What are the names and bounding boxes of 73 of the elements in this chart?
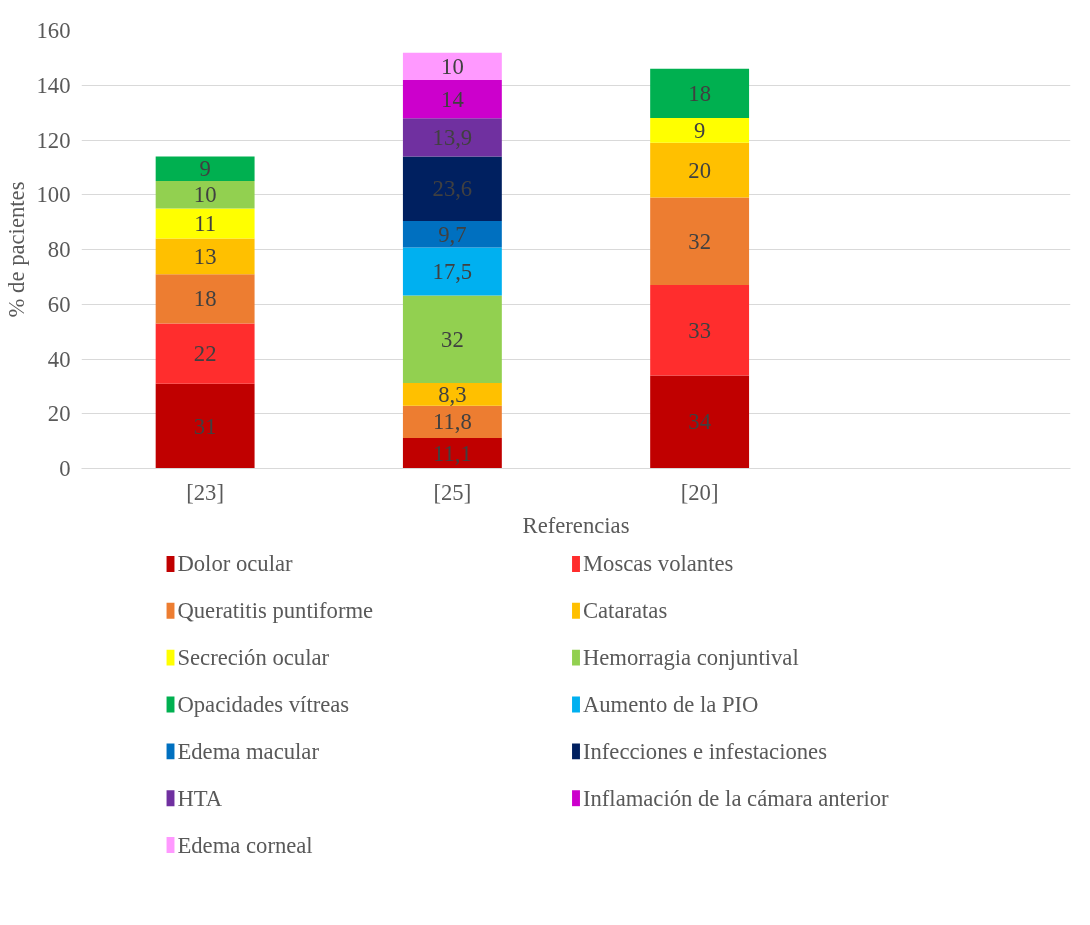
legend-label: Infecciones e infestaciones [582,738,827,764]
bar [402,438,502,469]
bar [155,208,255,239]
x-tick-label: [23] [186,479,224,505]
data-label: 33 [688,317,711,343]
bar [402,247,502,296]
bar [650,197,750,286]
bar [155,383,255,469]
bar [402,295,502,384]
x-axis-title: Referencias [522,512,630,538]
bar [155,181,255,209]
data-label: 34 [688,409,711,435]
data-label: 11 [194,210,217,236]
x-tick-label: [25] [433,479,472,505]
data-label: 32 [441,326,464,352]
bar [402,80,502,119]
bar [650,375,750,469]
data-label: 14 [441,86,464,112]
legend-label: Opacidades vítreas [177,692,350,717]
bar [402,156,502,222]
data-label: 9 [693,117,706,143]
bar [650,142,750,198]
data-label: 18 [688,80,711,106]
y-tick-label: 80 [47,237,71,262]
y-tick-label: 20 [47,401,71,427]
data-label: 32 [688,228,711,254]
y-tick-label: 140 [36,72,71,98]
data-label: 18 [193,286,217,312]
bar [650,68,750,119]
y-tick-label: 0 [59,456,71,481]
y-tick-label: 40 [47,346,71,372]
bar [155,323,255,384]
bar [155,238,255,275]
legend-label: Cataratas [582,598,668,624]
bar [155,156,255,182]
data-label: 17,5 [432,259,473,285]
bar [155,274,255,324]
data-label: 8,3 [438,381,467,407]
legend-label: Hemorragia conjuntival [582,645,799,671]
legend-label: Dolor ocular [177,551,294,577]
data-label: 9,7 [438,221,467,247]
bar [402,383,502,406]
bar [650,285,750,376]
legend-label: HTA [177,785,223,811]
bar [402,118,502,157]
bar [402,221,502,248]
data-label: 10 [193,182,217,208]
data-label: 13 [193,243,217,269]
data-label: 31 [193,413,217,439]
data-label: 9 [199,156,211,182]
bar [402,405,502,439]
legend-label: Edema macular [177,738,320,764]
legend-label: Edema corneal [177,832,313,858]
y-tick-label: 160 [36,18,71,43]
legend-label: Secreción ocular [177,645,330,671]
data-label: 11,8 [432,409,472,435]
data-label: 13,9 [432,124,473,150]
data-label: 22 [193,341,217,367]
legend-label: Aumento de la PIO [582,692,759,717]
data-label: 23,6 [432,176,473,202]
legend-label: Inflamación de la cámara anterior [582,785,890,811]
y-tick-label: 60 [47,291,71,317]
data-label: 11,1 [432,440,472,466]
data-label: 10 [441,53,464,79]
data-label: 20 [688,157,711,183]
y-tick-label: 120 [36,127,71,153]
x-tick-label: [20] [680,479,719,505]
bar [650,118,750,143]
legend-label: Queratitis puntiforme [177,598,374,624]
bar [402,52,502,81]
y-axis-title: % de pacientes [3,181,29,318]
legend-label: Moscas volantes [582,551,734,577]
y-tick-label: 100 [36,182,71,208]
